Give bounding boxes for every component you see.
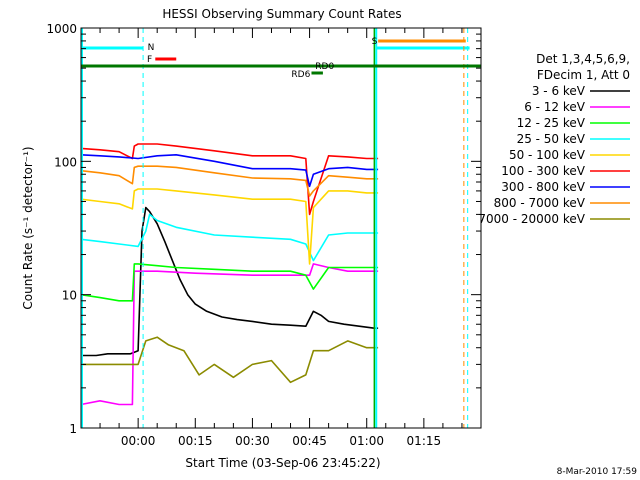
series-line-3-6-kev xyxy=(81,206,379,357)
x-tick-label: 00:30 xyxy=(235,434,270,448)
x-axis-label: Start Time (03-Sep-06 23:45:22) xyxy=(185,456,380,470)
x-tick-label: 01:15 xyxy=(407,434,442,448)
series-line-300-800-kev xyxy=(80,154,379,188)
legend-label: 7000 - 20000 keV xyxy=(478,212,585,226)
x-tick-label: 00:15 xyxy=(178,434,213,448)
series-line-6-12-kev xyxy=(80,263,379,406)
plot-frame xyxy=(80,27,482,429)
legend-label: 100 - 300 keV xyxy=(501,164,585,178)
series-line-25-50-kev xyxy=(80,213,379,262)
x-tick-label: 00:45 xyxy=(292,434,327,448)
legend-label: 6 - 12 keV xyxy=(524,100,586,114)
legend-header-line-2: FDecim 1, Att 0 xyxy=(537,68,630,82)
overlay-layer: NF S RD0 RD6 xyxy=(81,28,481,428)
annotation-n: N xyxy=(148,43,155,53)
x-tick-label: 01:00 xyxy=(349,434,384,448)
y-tick-label: 1000 xyxy=(46,22,77,36)
x-axis: 00:00 00:15 00:30 00:45 01:00 01:15 xyxy=(99,28,463,448)
series-line-12-25-kev xyxy=(80,263,379,302)
chart-title: HESSI Observing Summary Count Rates xyxy=(162,7,401,21)
legend: Det 1,3,4,5,6,9, FDecim 1, Att 0 3 - 6 k… xyxy=(478,52,630,226)
y-tick-label: 100 xyxy=(54,155,77,169)
annotation-s: S xyxy=(372,37,378,47)
legend-label: 12 - 25 keV xyxy=(517,116,586,130)
series-line-800-7000-kev xyxy=(80,165,379,197)
series-line-50-100-kev xyxy=(80,188,379,265)
legend-label: 3 - 6 keV xyxy=(532,84,586,98)
legend-header-line-1: Det 1,3,4,5,6,9, xyxy=(536,52,630,66)
timestamp: 8-Mar-2010 17:59 xyxy=(557,467,638,477)
annotation-f: F xyxy=(147,55,152,65)
legend-items: 3 - 6 keV 6 - 12 keV 12 - 25 keV 25 - 50 ke… xyxy=(478,84,630,226)
annotation-rd0: RD0 xyxy=(315,62,334,72)
legend-label: 50 - 100 keV xyxy=(509,148,586,162)
x-tick-label: 00:00 xyxy=(121,434,156,448)
y-axis: 1 10 100 1000 xyxy=(46,22,481,436)
legend-label: 300 - 800 keV xyxy=(501,180,585,194)
annotation-rd6: RD6 xyxy=(291,70,310,80)
series-line-7000-20000-kev xyxy=(81,336,379,384)
legend-label: 25 - 50 keV xyxy=(517,132,586,146)
y-axis-label: Count Rate (s⁻¹ detector⁻¹) xyxy=(21,146,35,309)
y-tick-label: 10 xyxy=(62,289,77,303)
y-tick-label: 1 xyxy=(69,422,77,436)
series-layer xyxy=(80,143,379,406)
legend-label: 800 - 7000 keV xyxy=(494,196,586,210)
